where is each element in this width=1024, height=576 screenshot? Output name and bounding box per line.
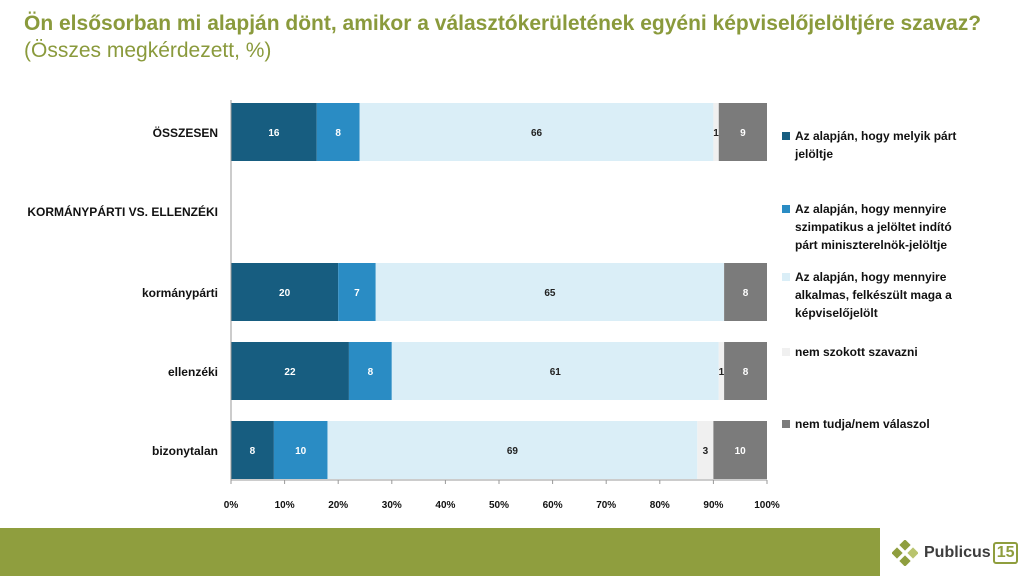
bar-segment xyxy=(718,342,725,400)
legend-label-line: szimpatikus a jelöltet indító xyxy=(795,220,952,234)
data-label: 3 xyxy=(703,446,709,457)
legend-label: Az alapján, hogy melyik párt jelöltje xyxy=(794,129,956,161)
bar-segment xyxy=(375,263,725,321)
bar-segment xyxy=(713,103,719,161)
bar-segment xyxy=(338,263,376,321)
legend-swatch xyxy=(782,205,790,213)
category-label: bizonytalan xyxy=(152,444,218,458)
data-label: 69 xyxy=(507,446,519,457)
diamond-logo-icon xyxy=(892,540,918,566)
publicus-logo: Publicus 15 xyxy=(892,538,1019,568)
stacked-bar-chart: ÖSSZESEN KORMÁNYPÁRTI VS. ELLENZÉKI kormán… xyxy=(27,100,956,511)
legend-label: nem szokott szavazni xyxy=(795,345,918,359)
bar-segment xyxy=(231,421,274,479)
legend-label-line: párt miniszterelnök-jelöltje xyxy=(795,238,947,252)
bar-segment xyxy=(724,263,767,321)
category-label: ellenzéki xyxy=(168,365,218,379)
data-label: 65 xyxy=(544,288,556,299)
legend-label-line: Az alapján, hogy mennyire xyxy=(795,202,947,216)
legend-swatch xyxy=(782,273,790,281)
legend-swatch xyxy=(782,348,790,356)
legend-label: nem tudja/nem válaszol xyxy=(795,417,930,431)
x-tick-label: 10% xyxy=(275,500,295,511)
bar-segment xyxy=(231,263,339,321)
data-label: 66 xyxy=(531,128,543,139)
data-label: 8 xyxy=(368,367,374,378)
bar-segment xyxy=(359,103,714,161)
chart-title-main: Ön elsősorban mi alapján dönt, amikor a … xyxy=(24,12,982,35)
legend-label-line: képviselőjelölt xyxy=(795,306,878,320)
data-label: 8 xyxy=(743,367,749,378)
x-tick-label: 0% xyxy=(224,500,239,511)
data-label: 20 xyxy=(279,288,291,299)
data-label: 8 xyxy=(743,288,749,299)
bar-segment xyxy=(348,342,392,400)
footer-band xyxy=(0,528,880,576)
category-label: kormánypárti xyxy=(142,286,218,300)
x-tick-label: 90% xyxy=(703,500,723,511)
chart-subtitle: (Összes megkérdezett, %) xyxy=(24,39,272,62)
legend-label-line: alkalmas, felkészült maga a xyxy=(795,288,952,302)
bar-segment xyxy=(697,421,714,479)
category-label: ÖSSZESEN xyxy=(153,125,218,140)
data-label: 1 xyxy=(719,367,725,378)
legend-label-line: jelöltje xyxy=(794,147,833,161)
data-label: 1 xyxy=(713,128,719,139)
legend-label-line: nem szokott szavazni xyxy=(795,345,918,359)
data-label: 9 xyxy=(740,128,746,139)
data-label: 16 xyxy=(268,128,280,139)
bar-segment xyxy=(316,103,360,161)
data-label: 10 xyxy=(735,446,747,457)
legend-swatch xyxy=(782,420,790,428)
x-tick-label: 70% xyxy=(596,500,616,511)
legend-label: Az alapján, hogy mennyire szimpatikus a j… xyxy=(795,202,952,252)
x-tick-label: 40% xyxy=(435,500,455,511)
logo-number: 15 xyxy=(992,542,1019,564)
bar-segment xyxy=(718,103,767,161)
x-tick-label: 30% xyxy=(382,500,402,511)
category-label: KORMÁNYPÁRTI VS. ELLENZÉKI xyxy=(27,204,218,219)
x-tick-label: 20% xyxy=(328,500,348,511)
data-label: 61 xyxy=(550,367,562,378)
data-label: 8 xyxy=(335,128,341,139)
data-label: 7 xyxy=(354,288,360,299)
bar-segment xyxy=(391,342,719,400)
x-tick-label: 60% xyxy=(543,500,563,511)
bar-segment xyxy=(713,421,767,479)
data-label: 10 xyxy=(295,446,307,457)
legend-label-line: Az alapján, hogy melyik párt xyxy=(795,129,956,143)
data-label: 22 xyxy=(284,367,296,378)
x-tick-label: 100% xyxy=(754,500,780,511)
bar-segment xyxy=(724,342,767,400)
logo-text: Publicus xyxy=(924,544,991,561)
legend-label: Az alapján, hogy mennyire alkalmas, felké… xyxy=(795,270,952,320)
legend-swatch xyxy=(782,132,790,140)
x-tick-label: 80% xyxy=(650,500,670,511)
bar-segment xyxy=(327,421,698,479)
legend-label-line: nem tudja/nem válaszol xyxy=(795,417,930,431)
bar-segment xyxy=(231,342,349,400)
data-label: 8 xyxy=(250,446,256,457)
legend-label-line: Az alapján, hogy mennyire xyxy=(795,270,947,284)
bar-segment xyxy=(231,103,317,161)
bar-segment xyxy=(273,421,328,479)
x-tick-label: 50% xyxy=(489,500,509,511)
chart-title: Ön elsősorban mi alapján dönt, amikor a … xyxy=(24,10,1004,64)
